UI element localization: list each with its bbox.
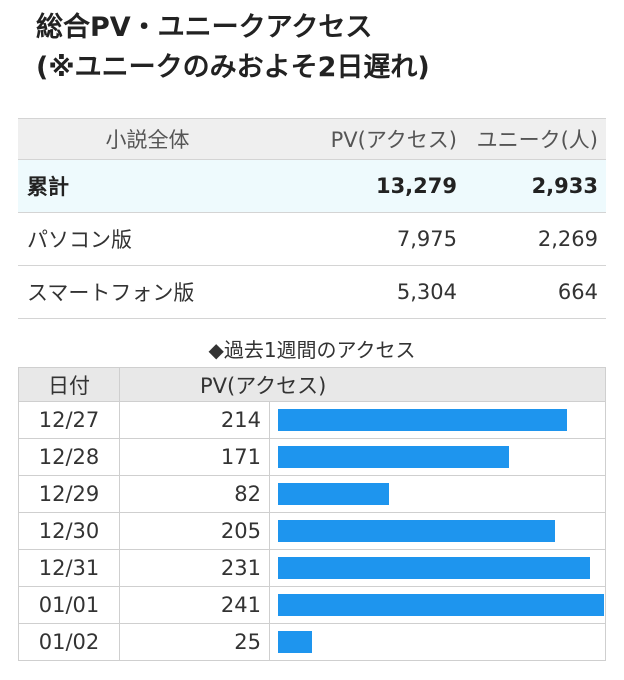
weekly-row: 12/28 171 xyxy=(18,438,606,476)
weekly-bar xyxy=(278,483,389,505)
summary-header-label: 小説全体 xyxy=(18,118,277,160)
title-block: 総合PV・ユニークアクセス (※ユニークのみおよそ2日遅れ) xyxy=(36,8,430,88)
summary-row-pv: 13,279 xyxy=(277,159,457,213)
weekly-row: 12/27 214 xyxy=(18,401,606,439)
weekly-row: 12/30 205 xyxy=(18,512,606,550)
weekly-date: 12/30 xyxy=(18,512,120,550)
weekly-row: 12/29 82 xyxy=(18,475,606,513)
summary-row-pv: 7,975 xyxy=(277,212,457,266)
summary-row-pv: 5,304 xyxy=(277,265,457,319)
summary-header-row: 小説全体 PV(アクセス) ユニーク(人) xyxy=(18,118,606,160)
weekly-bar xyxy=(278,594,604,616)
weekly-date: 01/02 xyxy=(18,623,120,661)
summary-row-total: 累計 13,279 2,933 xyxy=(18,159,606,213)
weekly-header-row: 日付 PV(アクセス) xyxy=(18,367,606,402)
weekly-value: 205 xyxy=(119,512,270,550)
summary-row-label: パソコン版 xyxy=(18,212,277,266)
weekly-bar xyxy=(278,446,509,468)
page-subtitle: (※ユニークのみおよそ2日遅れ) xyxy=(36,52,430,83)
weekly-date: 12/29 xyxy=(18,475,120,513)
weekly-bar xyxy=(278,409,567,431)
weekly-value: 241 xyxy=(119,586,270,624)
weekly-date: 12/27 xyxy=(18,401,120,439)
summary-row-pc: パソコン版 7,975 2,269 xyxy=(18,212,606,266)
weekly-bar xyxy=(278,631,312,653)
summary-header-unique: ユニーク(人) xyxy=(457,118,606,160)
weekly-value: 231 xyxy=(119,549,270,587)
weekly-date: 01/01 xyxy=(18,586,120,624)
weekly-row: 12/31 231 xyxy=(18,549,606,587)
weekly-value: 171 xyxy=(119,438,270,476)
summary-row-unique: 2,269 xyxy=(457,212,606,266)
weekly-date: 12/31 xyxy=(18,549,120,587)
weekly-table: 日付 PV(アクセス) 12/27 214 12/28 171 12/29 82 12/30… xyxy=(18,367,606,661)
summary-row-unique: 664 xyxy=(457,265,606,319)
summary-row-label: スマートフォン版 xyxy=(18,265,277,319)
weekly-bar xyxy=(278,520,555,542)
summary-header-pv: PV(アクセス) xyxy=(277,118,457,160)
summary-table: 小説全体 PV(アクセス) ユニーク(人) 累計 13,279 2,933 パソ… xyxy=(18,118,606,319)
summary-row-unique: 2,933 xyxy=(457,159,606,213)
weekly-value: 82 xyxy=(119,475,270,513)
weekly-title: ◆過去1週間のアクセス xyxy=(208,338,416,362)
weekly-date: 12/28 xyxy=(18,438,120,476)
weekly-header-date: 日付 xyxy=(18,367,120,402)
weekly-row: 01/01 241 xyxy=(18,586,606,624)
page-title: 総合PV・ユニークアクセス xyxy=(36,12,373,43)
summary-row-smartphone: スマートフォン版 5,304 664 xyxy=(18,265,606,319)
weekly-row: 01/02 25 xyxy=(18,623,606,661)
weekly-value: 25 xyxy=(119,623,270,661)
weekly-value: 214 xyxy=(119,401,270,439)
weekly-header-pv: PV(アクセス) xyxy=(200,373,327,398)
summary-row-label: 累計 xyxy=(18,159,277,213)
weekly-bar xyxy=(278,557,590,579)
